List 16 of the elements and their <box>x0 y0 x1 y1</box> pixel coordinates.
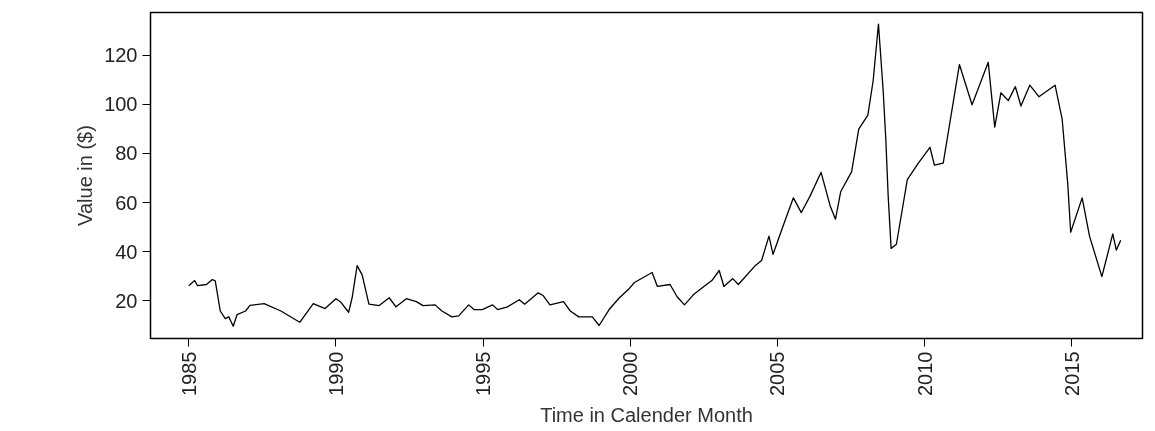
x-tick-label: 2000 <box>619 351 642 396</box>
y-tick-label: 120 <box>104 44 138 67</box>
y-tick-label: 100 <box>104 93 138 116</box>
y-tick-label: 80 <box>115 142 138 165</box>
y-tick-label: 60 <box>115 191 138 214</box>
x-tick-label: 1990 <box>324 351 347 396</box>
line-series <box>188 23 1122 327</box>
x-tick-label: 1985 <box>177 351 200 396</box>
x-tick-label: 1995 <box>472 351 495 396</box>
x-tick-label: 2015 <box>1060 351 1083 396</box>
x-axis-title: Time in Calender Month <box>540 403 753 426</box>
x-tick-label: 2005 <box>766 351 789 396</box>
y-tick-label: 40 <box>115 240 138 263</box>
y-tick-label: 20 <box>115 289 138 312</box>
x-tick-label: 2010 <box>913 351 936 396</box>
y-axis-title: Value in ($) <box>74 125 97 226</box>
